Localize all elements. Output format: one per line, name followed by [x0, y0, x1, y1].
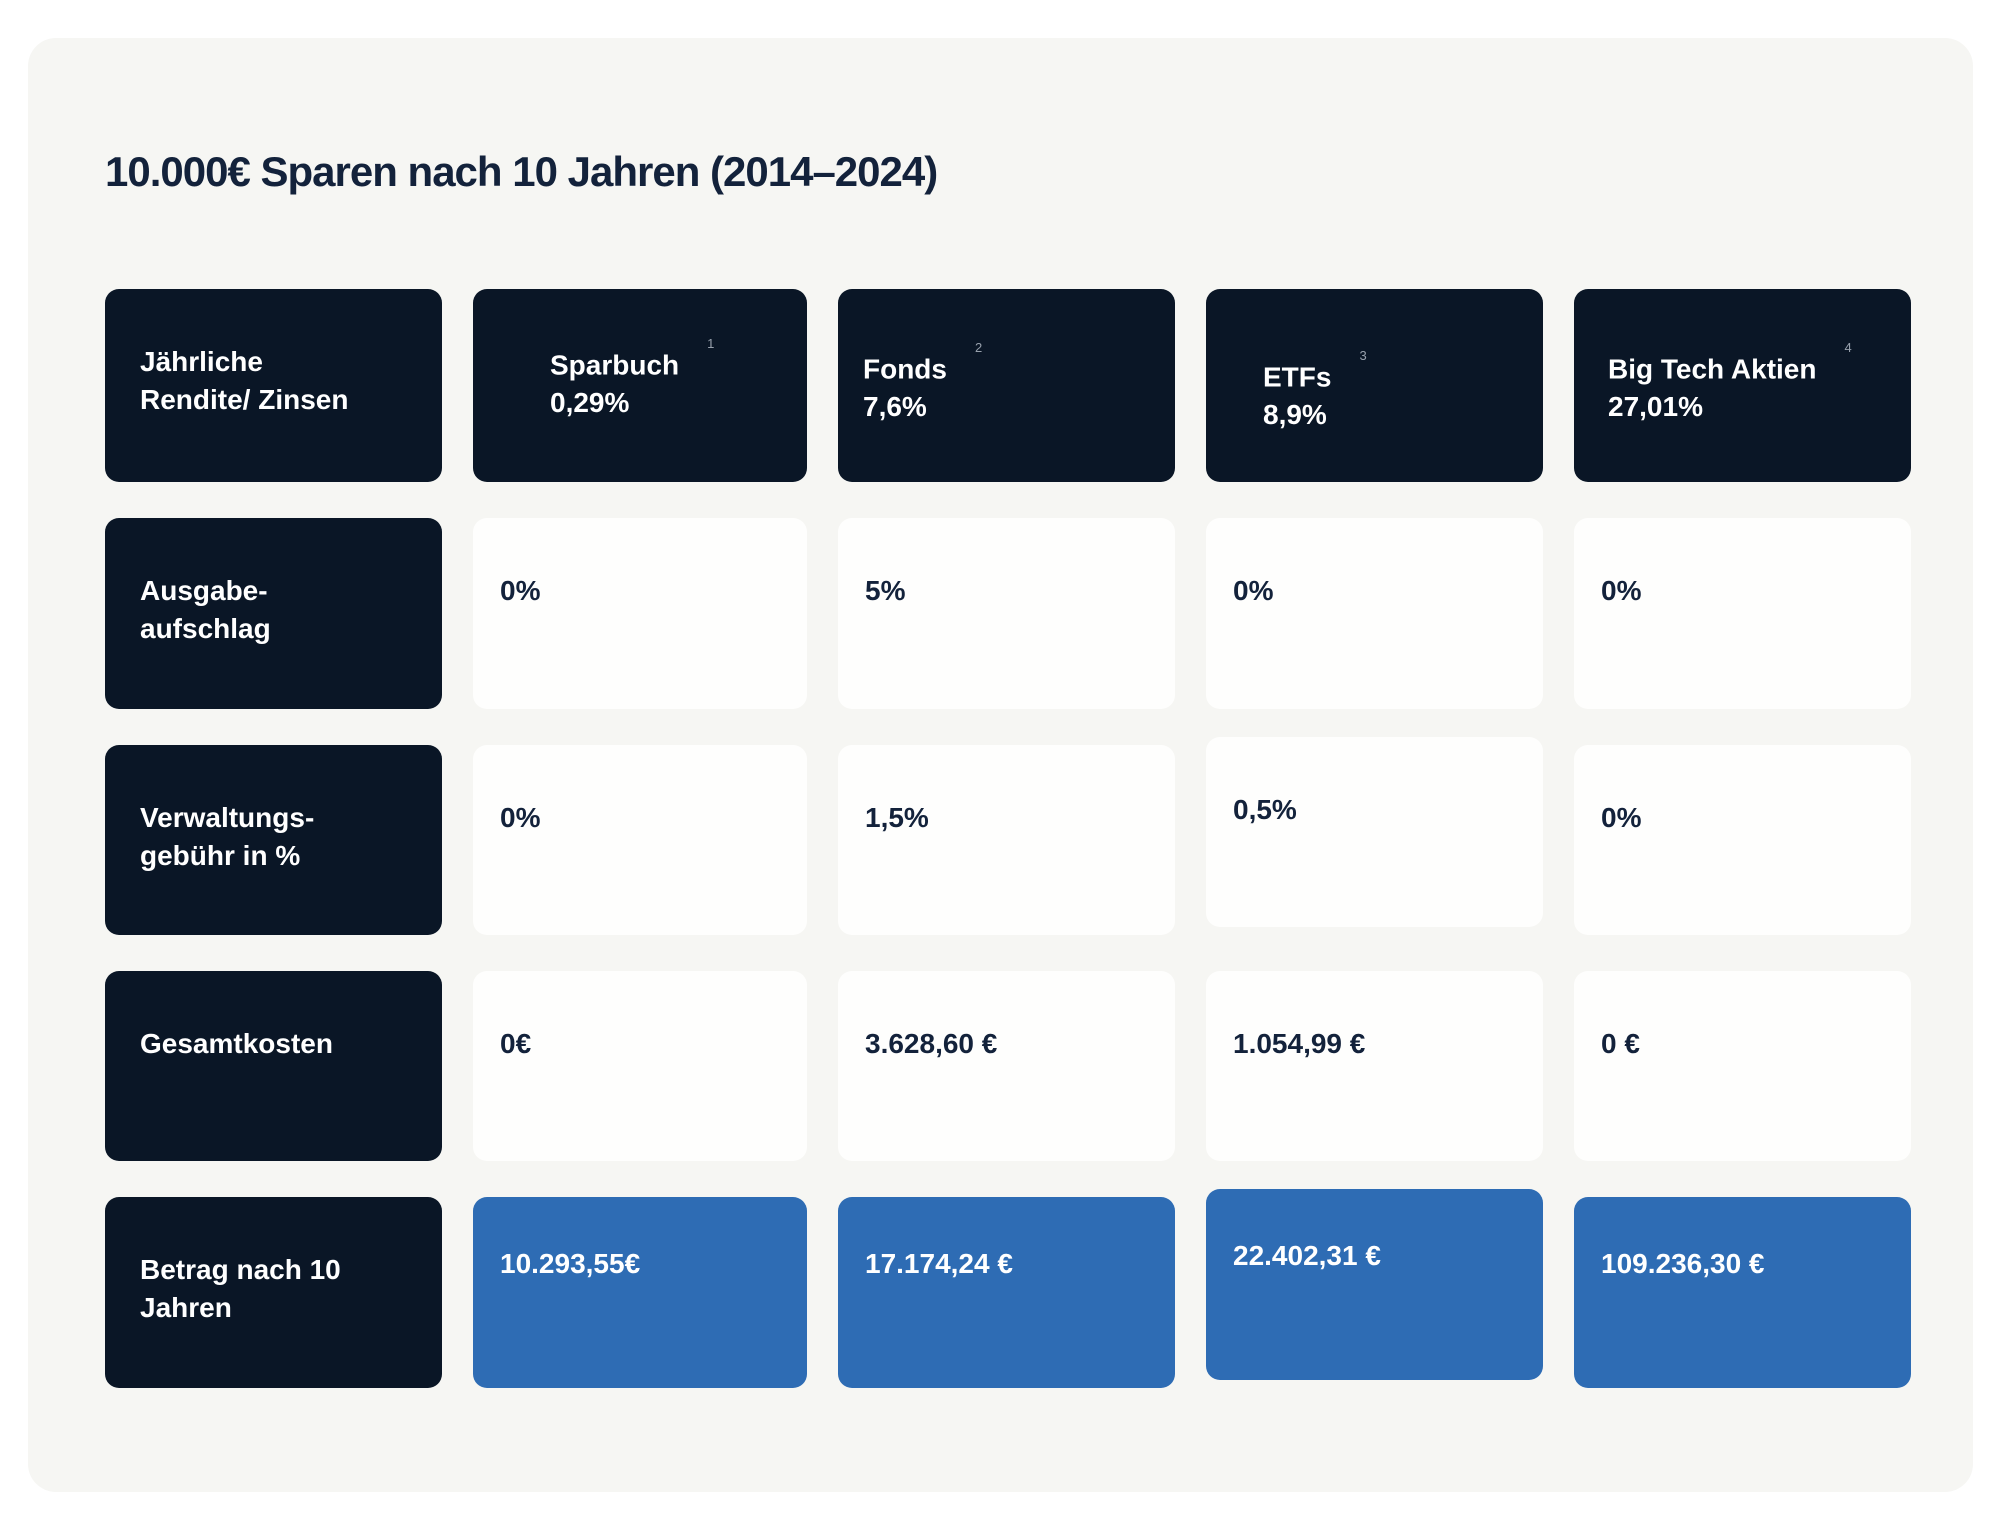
column-header-sparbuch: Sparbuch 1 0,29%	[473, 289, 807, 482]
value-betrag-fonds: 17.174,24 €	[838, 1197, 1175, 1388]
row-header-line1: Gesamtkosten	[140, 1028, 333, 1059]
column-header-fonds: Fonds 2 7,6%	[838, 289, 1175, 482]
comparison-table: Jährliche Rendite/ Zinsen Sparbuch 1 0,29…	[105, 289, 1911, 1388]
row-header-line2: aufschlag	[140, 613, 271, 644]
row-header-line1: Betrag nach 10	[140, 1254, 341, 1285]
row-header-betrag-nach-10-jahren: Betrag nach 10 Jahren	[105, 1197, 442, 1388]
value-ausgabeaufschlag-fonds: 5%	[838, 518, 1175, 709]
column-rate: 8,9%	[1263, 399, 1327, 431]
row-header-ausgabeaufschlag: Ausgabe- aufschlag	[105, 518, 442, 709]
value-verwaltungsgebuehr-sparbuch: 0%	[473, 745, 807, 935]
value-gesamtkosten-fonds: 3.628,60 €	[838, 971, 1175, 1161]
page-title: 10.000€ Sparen nach 10 Jahren (2014–2024…	[105, 148, 938, 195]
column-rate: 7,6%	[863, 391, 927, 423]
value-verwaltungsgebuehr-etfs: 0,5%	[1206, 737, 1543, 927]
column-header-etfs: ETFs 3 8,9%	[1206, 289, 1543, 482]
column-name: ETFs	[1263, 361, 1332, 393]
row-header-gesamtkosten: Gesamtkosten	[105, 971, 442, 1161]
row-header-line2: gebühr in %	[140, 840, 301, 871]
row-header-line2: Jahren	[140, 1292, 232, 1323]
row-header-line1: Verwaltungs-	[140, 802, 315, 833]
column-name-row: Big Tech Aktien 4	[1608, 340, 1895, 388]
column-name-row: Fonds 2	[863, 340, 1159, 388]
column-name: Fonds	[863, 353, 947, 385]
column-name: Sparbuch	[550, 349, 680, 381]
value-betrag-bigtech: 109.236,30 €	[1574, 1197, 1911, 1388]
column-name-row: ETFs 3	[1263, 348, 1527, 396]
row-header-jaehrliche-rendite: Jährliche Rendite/ Zinsen	[105, 289, 442, 482]
column-name-row: Sparbuch 1	[550, 336, 791, 384]
column-rate: 27,01%	[1608, 391, 1703, 423]
footnote-marker: 3	[1359, 348, 1367, 363]
row-header-verwaltungsgebuehr: Verwaltungs- gebühr in %	[105, 745, 442, 935]
value-verwaltungsgebuehr-fonds: 1,5%	[838, 745, 1175, 935]
column-header-big-tech-aktien: Big Tech Aktien 4 27,01%	[1574, 289, 1911, 482]
value-ausgabeaufschlag-bigtech: 0%	[1574, 518, 1911, 709]
value-betrag-etfs: 22.402,31 €	[1206, 1189, 1543, 1380]
footnote-marker: 4	[1844, 340, 1852, 355]
column-rate: 0,29%	[550, 387, 630, 419]
value-gesamtkosten-sparbuch: 0€	[473, 971, 807, 1161]
value-gesamtkosten-etfs: 1.054,99 €	[1206, 971, 1543, 1161]
footnote-marker: 2	[975, 340, 983, 355]
value-ausgabeaufschlag-sparbuch: 0%	[473, 518, 807, 709]
footnote-marker: 1	[707, 336, 715, 351]
column-name: Big Tech Aktien	[1608, 353, 1817, 385]
value-betrag-sparbuch: 10.293,55€	[473, 1197, 807, 1388]
row-header-line1: Jährliche	[140, 346, 263, 377]
value-gesamtkosten-bigtech: 0 €	[1574, 971, 1911, 1161]
row-header-line1: Ausgabe-	[140, 575, 268, 606]
row-header-line2: Rendite/ Zinsen	[140, 384, 349, 415]
infographic-panel: 10.000€ Sparen nach 10 Jahren (2014–2024…	[28, 38, 1973, 1492]
value-verwaltungsgebuehr-bigtech: 0%	[1574, 745, 1911, 935]
value-ausgabeaufschlag-etfs: 0%	[1206, 518, 1543, 709]
